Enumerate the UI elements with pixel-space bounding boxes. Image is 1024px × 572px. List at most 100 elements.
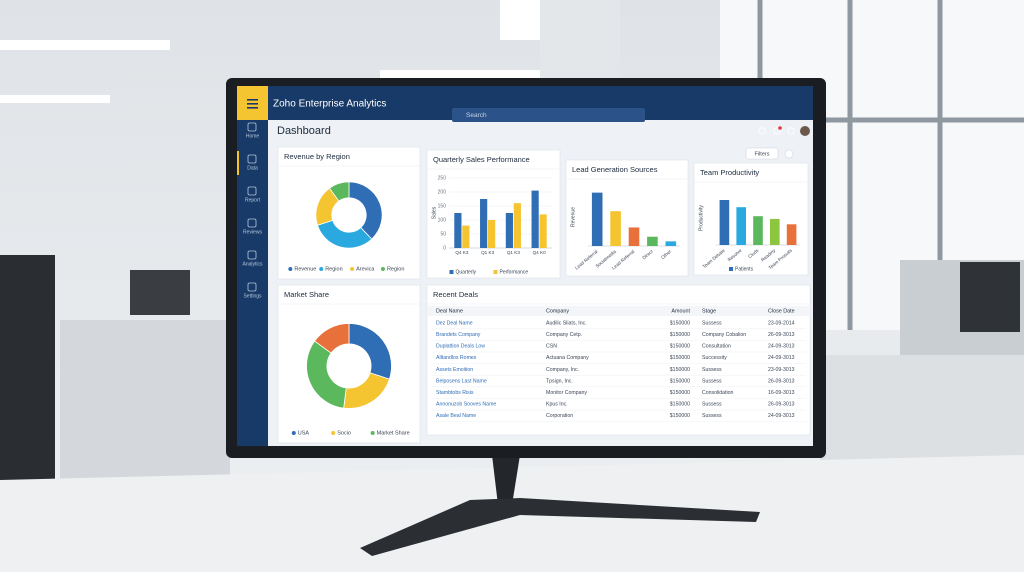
sidebar-icon[interactable] bbox=[247, 282, 257, 292]
table-cell: 16-09-3013 bbox=[768, 390, 795, 396]
deal-link[interactable]: Alltandlos Romes bbox=[436, 355, 477, 361]
legend-swatch bbox=[319, 267, 324, 271]
deal-link[interactable]: Duplattion Deals Low bbox=[436, 344, 485, 350]
bar bbox=[736, 207, 747, 245]
table-cell: $150000 bbox=[670, 413, 690, 419]
table-cell: 24-09-3013 bbox=[768, 344, 795, 350]
bar bbox=[454, 213, 462, 248]
table-cell: Actuana Company bbox=[546, 355, 589, 361]
sidebar-label[interactable]: Settings bbox=[243, 293, 262, 299]
bar bbox=[591, 192, 603, 246]
header-icon[interactable] bbox=[758, 127, 766, 135]
x-tick-label: Q4 K0 bbox=[533, 250, 546, 255]
card-title: Team Productivity bbox=[700, 168, 759, 177]
bar bbox=[628, 227, 640, 246]
more-button[interactable] bbox=[784, 149, 794, 159]
table-cell: Sussess bbox=[702, 378, 722, 384]
y-tick-label: 0 bbox=[443, 245, 446, 251]
donut-segment bbox=[348, 181, 383, 240]
table-cell: $150000 bbox=[670, 378, 690, 384]
deal-link[interactable]: Belposens Last Name bbox=[436, 378, 487, 384]
bar bbox=[665, 241, 677, 246]
legend-label: Performance bbox=[500, 269, 529, 275]
donut-segment bbox=[328, 181, 350, 202]
bar bbox=[719, 200, 730, 245]
y-tick-label: 200 bbox=[438, 189, 447, 195]
sidebar-icon[interactable] bbox=[247, 250, 257, 260]
screen: Zoho Enterprise Analytics Search Home Data R… bbox=[237, 86, 813, 446]
table-cell: $150000 bbox=[670, 390, 690, 396]
card-title: Quarterly Sales Performance bbox=[433, 155, 530, 164]
legend-swatch bbox=[493, 270, 498, 274]
column-header: Stage bbox=[702, 308, 716, 314]
table-cell: Tpsign, Inc. bbox=[546, 378, 573, 384]
legend-label: Market Share bbox=[377, 430, 410, 436]
legend-label: Revenue bbox=[294, 266, 316, 272]
sidebar-icon[interactable] bbox=[247, 154, 257, 164]
table-cell: Sussess bbox=[702, 367, 722, 373]
bar bbox=[753, 216, 763, 245]
x-tick-label: Q1 K3 bbox=[507, 250, 520, 255]
column-header: Company bbox=[546, 308, 569, 314]
table-cell: $150000 bbox=[670, 367, 690, 373]
card bbox=[277, 284, 421, 444]
legend-swatch bbox=[350, 267, 355, 271]
donut-segment bbox=[314, 323, 350, 354]
avatar[interactable] bbox=[800, 126, 810, 136]
deal-link[interactable]: Asale Beal Name bbox=[436, 413, 476, 419]
table-cell: Audilic Sliats, Inc. bbox=[546, 320, 587, 326]
table-cell: 24-09-3013 bbox=[768, 413, 795, 419]
table-cell: Consolidation bbox=[702, 390, 734, 396]
legend-swatch bbox=[291, 431, 296, 435]
menu-icon-line bbox=[247, 99, 258, 101]
search-box[interactable] bbox=[452, 108, 645, 122]
legend-label: Socio bbox=[337, 430, 351, 436]
table-cell: 26-09-3013 bbox=[768, 378, 795, 384]
bar bbox=[462, 225, 470, 248]
sidebar-active bbox=[237, 151, 239, 175]
table-header-bg bbox=[428, 306, 809, 316]
sidebar-label[interactable]: Analytics bbox=[242, 261, 263, 267]
table-cell: $150000 bbox=[670, 320, 690, 326]
monitor-base bbox=[360, 498, 760, 556]
deal-link[interactable]: Annonuzob Sooves Name bbox=[436, 402, 496, 408]
legend-label: Quarterly bbox=[456, 269, 477, 275]
legend-swatch bbox=[288, 267, 293, 271]
card-title: Revenue by Region bbox=[284, 152, 350, 161]
header-icon[interactable] bbox=[773, 127, 781, 135]
filters-label[interactable]: Filters bbox=[755, 151, 770, 157]
card-title: Lead Generation Sources bbox=[572, 165, 658, 174]
header-icon[interactable] bbox=[787, 127, 795, 135]
sidebar-icon[interactable] bbox=[247, 186, 257, 196]
table-cell: 23-09-2014 bbox=[768, 320, 795, 326]
sidebar-label[interactable]: Report bbox=[245, 197, 261, 203]
desk-left bbox=[60, 320, 230, 500]
card-title: Recent Deals bbox=[433, 290, 478, 299]
sidebar-label[interactable]: Home bbox=[246, 133, 260, 139]
table-cell: Company, Inc. bbox=[546, 367, 579, 373]
app-title: Zoho Enterprise Analytics bbox=[273, 99, 386, 110]
legend-label: USA bbox=[298, 430, 310, 436]
sidebar-label[interactable]: Data bbox=[247, 165, 258, 171]
deal-link[interactable]: Stambtobs Risis bbox=[436, 390, 474, 396]
table-cell: $150000 bbox=[670, 355, 690, 361]
sidebar-icon[interactable] bbox=[247, 122, 257, 132]
deal-link[interactable]: Assets Emoition bbox=[436, 367, 473, 373]
table-cell: Consultation bbox=[702, 344, 731, 350]
sidebar-label[interactable]: Reviews bbox=[243, 229, 262, 235]
sidebar-icon[interactable] bbox=[247, 218, 257, 228]
column-header: Close Date bbox=[768, 308, 795, 314]
table-cell: Sussess bbox=[702, 320, 722, 326]
filters-button[interactable] bbox=[745, 147, 779, 160]
donut-segment bbox=[306, 340, 347, 409]
bar bbox=[513, 203, 521, 248]
page-title: Dashboard bbox=[277, 125, 331, 137]
y-tick-label: 150 bbox=[438, 203, 447, 209]
bar bbox=[769, 218, 780, 245]
y-tick-label: 100 bbox=[438, 217, 447, 223]
deal-link[interactable]: Dez Deal Name bbox=[436, 320, 473, 326]
table-cell: $150000 bbox=[670, 402, 690, 408]
menu-icon-line bbox=[247, 103, 258, 105]
deal-link[interactable]: Brandets Company bbox=[436, 332, 481, 338]
